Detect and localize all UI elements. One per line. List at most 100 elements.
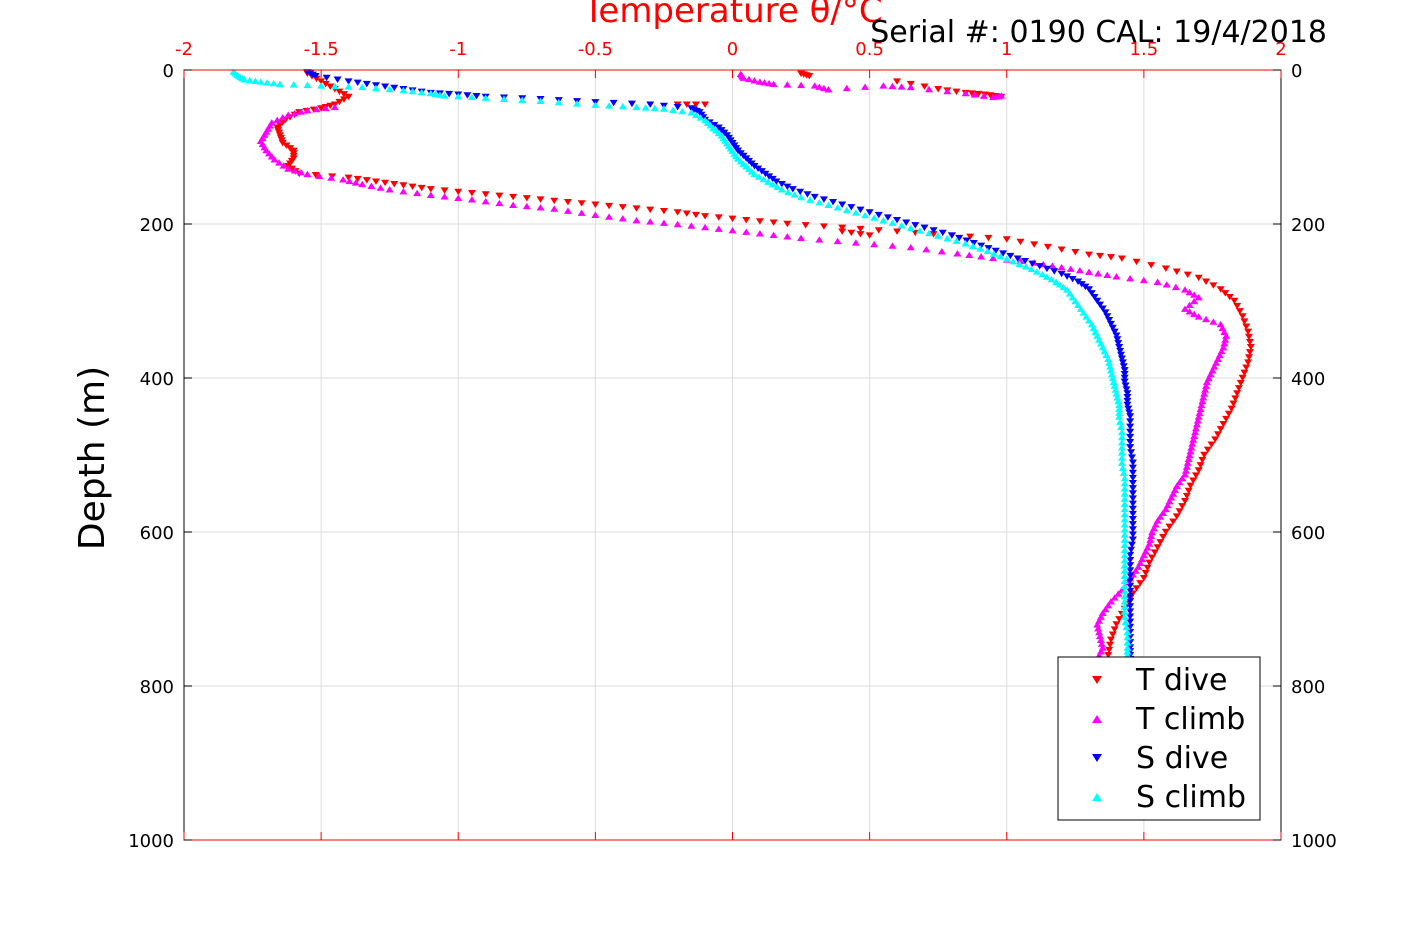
x-tick-label: -1 — [449, 39, 467, 60]
point-t-dive — [381, 179, 390, 187]
point-t-climb — [1202, 382, 1211, 389]
point-s-dive — [1126, 444, 1135, 451]
point-s-climb — [650, 104, 659, 112]
point-t-climb — [1201, 386, 1210, 393]
point-t-dive — [278, 139, 287, 147]
point-t-dive — [390, 181, 399, 188]
legend-marker-s-climb — [1092, 793, 1102, 801]
point-s-climb — [263, 79, 272, 86]
point-t-dive — [865, 232, 874, 239]
point-s-climb — [777, 186, 786, 193]
point-t-dive — [769, 219, 778, 226]
point-s-dive — [344, 78, 353, 85]
point-t-dive — [1165, 523, 1174, 531]
point-t-climb — [591, 211, 600, 218]
point-t-climb — [315, 172, 324, 179]
point-t-climb — [861, 83, 870, 90]
point-s-climb — [797, 193, 806, 201]
point-s-dive — [673, 104, 682, 111]
point-s-climb — [1120, 567, 1129, 574]
point-s-dive — [929, 227, 938, 234]
point-t-dive — [1213, 431, 1222, 438]
point-s-dive — [1126, 433, 1135, 441]
point-t-climb — [327, 174, 336, 181]
point-t-dive — [1141, 569, 1150, 577]
point-s-climb — [1109, 378, 1118, 386]
point-s-climb — [1002, 255, 1011, 262]
point-t-dive — [632, 205, 641, 212]
point-s-climb — [1120, 531, 1129, 538]
point-s-climb — [1106, 367, 1115, 374]
point-t-climb — [728, 226, 737, 234]
point-t-dive — [691, 101, 700, 108]
legend-marker-t-climb — [1092, 715, 1102, 723]
point-s-dive — [1126, 598, 1135, 605]
point-s-dive — [920, 224, 929, 232]
point-t-dive — [847, 229, 856, 237]
point-s-climb — [1111, 386, 1120, 393]
point-t-dive — [1153, 544, 1162, 551]
point-s-climb — [454, 92, 463, 100]
x-tick-label: 1.5 — [1130, 39, 1159, 60]
point-t-climb — [284, 111, 293, 118]
point-t-climb — [1101, 605, 1110, 613]
point-s-dive — [311, 72, 320, 80]
point-t-dive — [1110, 626, 1119, 633]
point-s-dive — [847, 204, 856, 211]
point-t-climb — [1222, 332, 1231, 339]
point-s-dive — [1081, 283, 1090, 291]
point-s-dive — [1085, 286, 1094, 293]
point-s-dive — [1118, 359, 1127, 366]
point-s-dive — [1126, 551, 1135, 559]
point-s-climb — [1114, 397, 1123, 405]
point-t-dive — [1161, 265, 1170, 272]
point-t-climb — [646, 218, 655, 225]
point-s-climb — [605, 102, 614, 109]
point-t-dive — [893, 228, 902, 235]
point-t-climb — [1190, 291, 1199, 298]
point-s-climb — [1117, 428, 1126, 436]
point-t-climb — [755, 78, 764, 85]
point-t-dive — [1236, 379, 1245, 387]
point-t-dive — [1172, 513, 1181, 520]
point-t-dive — [1202, 278, 1211, 285]
point-t-dive — [1184, 487, 1193, 495]
point-t-climb — [1161, 505, 1170, 513]
point-t-climb — [833, 237, 842, 245]
y-tick-label-right: 1000 — [1291, 831, 1337, 852]
point-s-climb — [659, 105, 668, 112]
point-t-climb — [888, 242, 897, 249]
point-s-dive — [445, 90, 454, 98]
point-t-climb — [797, 234, 806, 242]
point-s-dive — [1128, 459, 1137, 466]
point-s-climb — [1074, 301, 1083, 309]
point-s-climb — [1120, 526, 1129, 533]
point-s-dive — [1126, 603, 1135, 610]
point-s-climb — [1065, 290, 1074, 297]
point-t-dive — [1132, 585, 1141, 592]
point-s-dive — [1128, 521, 1137, 528]
point-t-climb — [273, 116, 282, 123]
point-t-dive — [801, 222, 810, 229]
point-s-dive — [1128, 505, 1137, 513]
point-t-dive — [1242, 323, 1251, 330]
point-t-climb — [1093, 621, 1102, 628]
point-t-dive — [1198, 456, 1207, 464]
point-t-climb — [413, 189, 422, 197]
point-s-dive — [1106, 320, 1115, 328]
point-t-climb — [1189, 436, 1198, 443]
point-s-dive — [463, 92, 472, 99]
point-t-climb — [997, 92, 1006, 99]
point-t-dive — [1139, 575, 1148, 582]
point-s-climb — [275, 80, 284, 88]
point-t-dive — [1245, 333, 1254, 341]
point-s-climb — [385, 85, 394, 93]
point-t-dive — [321, 80, 330, 88]
point-s-dive — [754, 165, 763, 173]
point-t-dive — [287, 165, 296, 173]
point-t-dive — [968, 90, 977, 97]
point-s-dive — [1128, 526, 1137, 533]
point-s-dive — [765, 173, 774, 180]
point-t-climb — [1190, 297, 1199, 305]
point-t-dive — [1189, 477, 1198, 484]
